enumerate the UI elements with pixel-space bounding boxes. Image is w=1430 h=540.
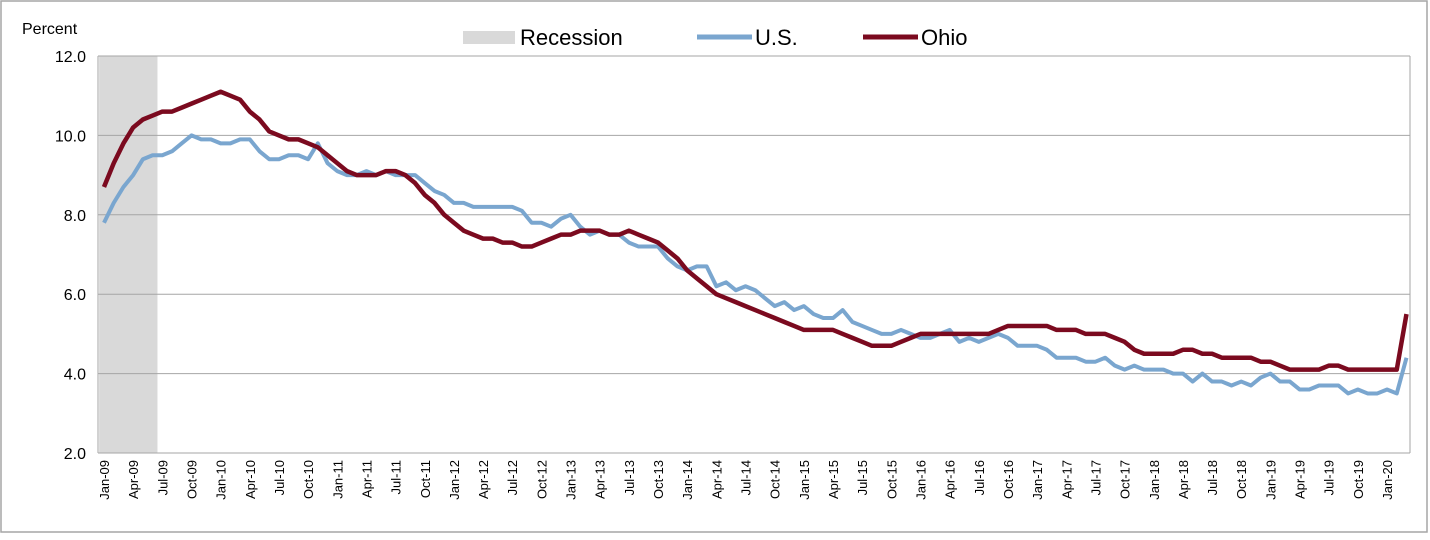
x-tick-label: Oct-11 bbox=[418, 460, 433, 498]
x-tick-label: Apr-16 bbox=[943, 460, 958, 499]
x-tick-label: Jan-17 bbox=[1030, 460, 1045, 500]
x-tick-label: Oct-09 bbox=[184, 460, 199, 499]
x-tick-label: Jan-18 bbox=[1147, 460, 1162, 500]
legend-label: U.S. bbox=[755, 25, 798, 50]
x-tick-label: Jan-11 bbox=[330, 460, 345, 499]
legend-swatch bbox=[463, 31, 515, 44]
x-tick-label: Apr-14 bbox=[709, 460, 724, 499]
x-tick-label: Jan-10 bbox=[214, 460, 229, 500]
x-tick-label: Jan-13 bbox=[564, 460, 579, 500]
x-tick-label: Oct-15 bbox=[884, 460, 899, 499]
x-tick-label: Apr-10 bbox=[243, 460, 258, 499]
y-tick-label: 2.0 bbox=[64, 446, 86, 463]
x-tick-label: Jul-18 bbox=[1205, 460, 1220, 495]
x-tick-label: Jul-17 bbox=[1088, 460, 1103, 495]
x-tick-label: Jul-09 bbox=[155, 460, 170, 495]
x-tick-label: Jul-16 bbox=[972, 460, 987, 495]
x-tick-label: Jan-12 bbox=[447, 460, 462, 500]
y-tick-label: 6.0 bbox=[64, 287, 86, 304]
x-tick-label: Apr-09 bbox=[126, 460, 141, 499]
x-tick-label: Oct-10 bbox=[301, 460, 316, 499]
y-tick-label: 8.0 bbox=[64, 208, 86, 225]
recession-band bbox=[99, 56, 158, 453]
x-tick-label: Jan-20 bbox=[1380, 460, 1395, 500]
x-tick-label: Oct-17 bbox=[1118, 460, 1133, 499]
x-tick-label: Apr-15 bbox=[826, 460, 841, 499]
x-tick-label: Oct-14 bbox=[768, 460, 783, 499]
x-tick-label: Apr-13 bbox=[593, 460, 608, 499]
x-tick-label: Jan-14 bbox=[680, 460, 695, 500]
data-line bbox=[101, 89, 1409, 372]
x-tick-label: Jan-16 bbox=[913, 460, 928, 500]
x-tick-label: Jul-13 bbox=[622, 460, 637, 495]
legend-label: Ohio bbox=[921, 25, 967, 50]
y-tick-label: 4.0 bbox=[64, 367, 86, 384]
x-tick-label: Jul-12 bbox=[505, 460, 520, 495]
x-tick-label: Apr-11 bbox=[359, 460, 374, 498]
x-tick-label: Apr-17 bbox=[1059, 460, 1074, 499]
x-tick-label: Apr-18 bbox=[1176, 460, 1191, 499]
x-tick-label: Oct-12 bbox=[534, 460, 549, 499]
x-tick-label: Oct-18 bbox=[1234, 460, 1249, 499]
x-tick-label: Jul-10 bbox=[272, 460, 287, 495]
x-tick-label: Oct-19 bbox=[1351, 460, 1366, 499]
x-tick-label: Jul-11 bbox=[389, 460, 404, 494]
x-tick-label: Jul-14 bbox=[739, 460, 754, 495]
x-tick-label: Jan-09 bbox=[97, 460, 112, 500]
x-tick-label: Jul-19 bbox=[1322, 460, 1337, 495]
x-tick-label: Jan-19 bbox=[1263, 460, 1278, 500]
y-tick-label: 12.0 bbox=[55, 49, 86, 66]
x-tick-label: Oct-13 bbox=[651, 460, 666, 499]
x-tick-label: Apr-12 bbox=[476, 460, 491, 499]
x-tick-label: Oct-16 bbox=[1001, 460, 1016, 499]
y-axis-label: Percent bbox=[22, 21, 78, 38]
x-tick-label: Jul-15 bbox=[855, 460, 870, 495]
legend-label: Recession bbox=[520, 25, 623, 50]
x-tick-label: Apr-19 bbox=[1293, 460, 1308, 499]
x-tick-label: Jan-15 bbox=[797, 460, 812, 500]
y-tick-label: 10.0 bbox=[55, 128, 86, 145]
